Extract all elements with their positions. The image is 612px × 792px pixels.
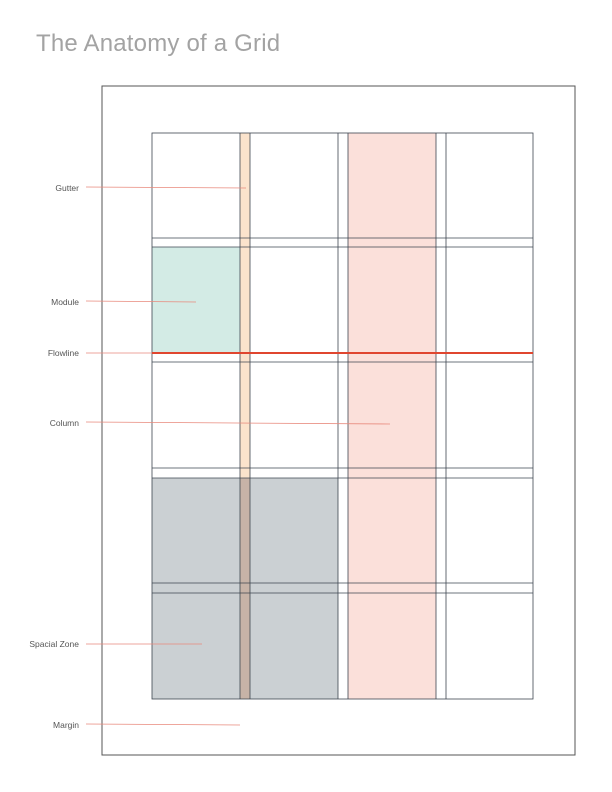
gutter-leader (86, 187, 246, 188)
gutter-fill-upper (240, 133, 250, 478)
gutter-label: Gutter (55, 183, 79, 193)
column-fill (348, 133, 436, 699)
module-fill (152, 247, 240, 353)
spacial-zone-label: Spacial Zone (29, 639, 79, 649)
margin-label: Margin (53, 720, 79, 730)
column-label: Column (50, 418, 80, 428)
column-leader (86, 422, 390, 424)
margin-leader (86, 724, 240, 725)
gutter-fill-lower (240, 478, 250, 699)
flowline-label: Flowline (48, 348, 79, 358)
module-label: Module (51, 297, 79, 307)
